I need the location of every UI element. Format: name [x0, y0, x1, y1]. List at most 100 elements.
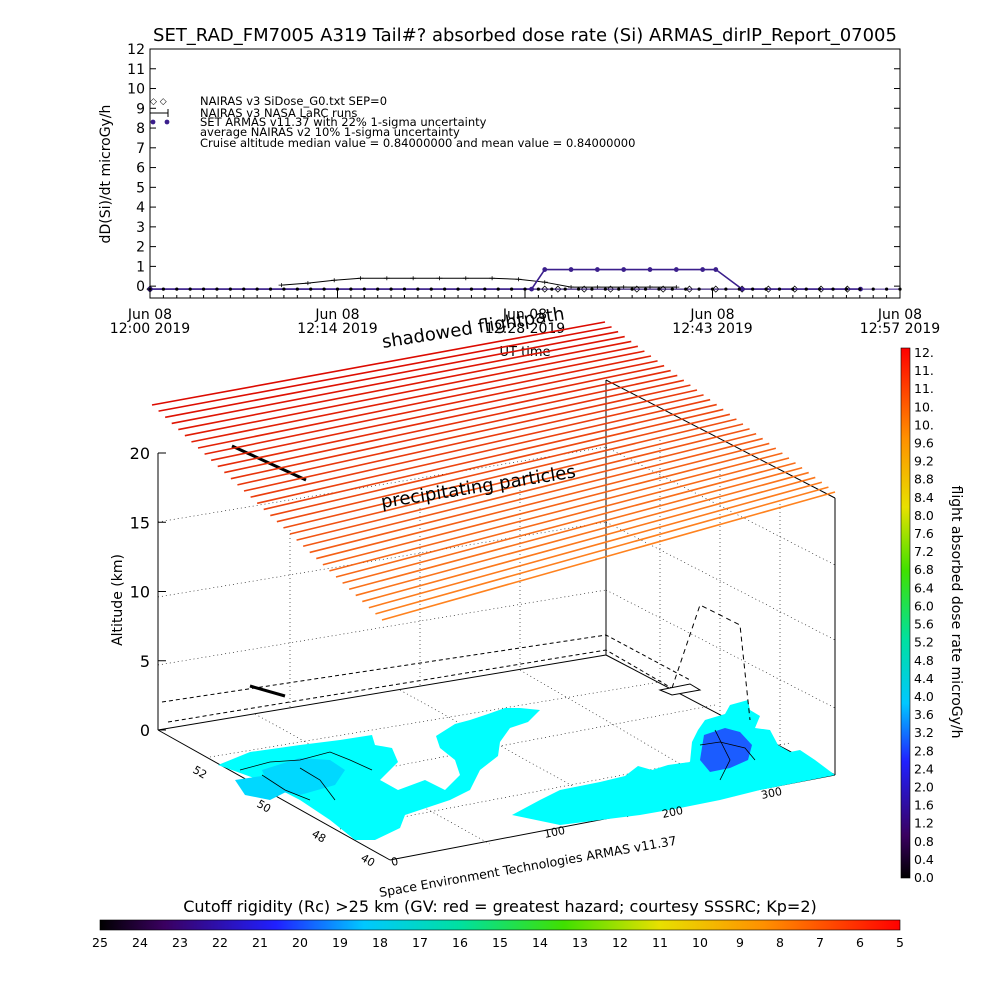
- particle-sheet-line: [151, 321, 606, 406]
- baseline-point: [255, 287, 259, 291]
- particle-sheet-line: [375, 486, 829, 615]
- lon-tick-100: 100: [543, 824, 566, 841]
- baseline-point: [362, 287, 366, 291]
- baseline-point: [510, 287, 514, 291]
- legend-marker-1: ◇ ◇: [150, 97, 167, 107]
- top-y-tick-label: 8: [136, 121, 145, 137]
- altitude-tick-label: 20: [130, 444, 150, 463]
- series-2-point: [541, 280, 548, 285]
- particle-sheet-line: [309, 437, 763, 554]
- baseline-point: [791, 287, 795, 291]
- particle-sheet-line: [210, 364, 665, 462]
- baseline-point: [268, 287, 273, 291]
- particle-sheet-line: [178, 340, 632, 431]
- particle-sheet-line: [322, 447, 777, 566]
- altitude-tick-label: 5: [140, 652, 150, 671]
- baseline-point: [536, 287, 540, 291]
- dose-tick-label: 5.6: [914, 617, 934, 632]
- baseline-point: [871, 287, 875, 291]
- top-y-tick-label: 10: [127, 82, 145, 98]
- baseline-point: [710, 287, 715, 291]
- baseline-point: [148, 287, 152, 291]
- altitude-tick-label: 15: [130, 513, 150, 532]
- baseline-point: [188, 287, 192, 291]
- series-3-point: [713, 267, 719, 272]
- series-2-point: [436, 276, 443, 281]
- particle-sheet-line: [237, 384, 691, 486]
- particle-sheet-line: [184, 345, 639, 437]
- series-line-2: [281, 277, 677, 288]
- baseline-point: [456, 287, 460, 291]
- dose-tick-label: 11.: [914, 363, 934, 378]
- top-x-tick-date: Jun 08: [502, 307, 547, 323]
- baseline-point: [858, 287, 862, 291]
- flight-segment: [249, 684, 286, 698]
- particle-sheet-line: [250, 394, 704, 498]
- dose-tick-label: 6.4: [914, 580, 934, 595]
- rigidity-tick-label: 15: [492, 935, 508, 950]
- dose-tick-label: 0.8: [914, 834, 934, 849]
- series-3-point: [621, 267, 627, 272]
- lat-ticks: 52 50 48 40: [191, 763, 378, 869]
- dose-tick-label: 7.2: [914, 544, 934, 559]
- series-3-point: [542, 267, 548, 272]
- flight-climb-dashed: [671, 604, 751, 721]
- credit-text: Space Environment Technologies ARMAS v11…: [378, 833, 678, 900]
- particle-sheet-line: [329, 452, 783, 572]
- particle-sheet-line: [171, 335, 625, 425]
- dose-tick-label: 0.4: [914, 852, 934, 867]
- lat-tick-52: 52: [191, 763, 210, 781]
- baseline-point: [242, 287, 246, 291]
- series-2-point: [383, 276, 390, 281]
- baseline-point: [737, 287, 741, 291]
- legend-entry-3: SET ARMAS v11.37 with 22% 1-sigma uncert…: [200, 115, 487, 129]
- baseline-point: [175, 287, 179, 291]
- map-land: [218, 700, 835, 840]
- baseline-point: [483, 287, 487, 291]
- rigidity-tick-label: 21: [252, 935, 268, 950]
- baseline-point: [215, 287, 219, 291]
- series-2-point: [568, 285, 575, 290]
- rigidity-tick-label: 8: [776, 935, 784, 950]
- particle-sheet-line: [355, 471, 809, 597]
- baseline-point: [724, 287, 728, 291]
- top-x-tick-time: 12:43 2019: [672, 321, 752, 337]
- baseline-point: [282, 287, 286, 291]
- baseline-point: [402, 287, 407, 291]
- lat-tick-40: 40: [359, 851, 378, 869]
- grid-lines: [157, 440, 836, 845]
- baseline-point: [885, 287, 889, 291]
- lon-tick-0: 0: [390, 855, 400, 869]
- particle-sheet-line: [217, 369, 671, 468]
- rigidity-tick-label: 22: [212, 935, 228, 950]
- dose-tick-label: 6.0: [914, 598, 934, 613]
- dose-tick-label: 2.8: [914, 743, 934, 758]
- dose-tick-label: 6.8: [914, 562, 934, 577]
- baseline-point: [201, 287, 206, 291]
- particle-sheet-line: [191, 350, 645, 443]
- series-1-point: [580, 285, 588, 293]
- particle-sheet-line: [197, 355, 652, 449]
- top-y-tick-label: 0: [136, 279, 145, 295]
- rigidity-tick-label: 7: [816, 935, 824, 950]
- baseline-point: [684, 287, 688, 291]
- baseline-point: [657, 287, 661, 291]
- top-y-tick-label: 5: [136, 180, 145, 196]
- baseline-point: [831, 287, 835, 291]
- baseline-point: [844, 287, 849, 291]
- flight-path-shadow-dashed: [161, 634, 691, 703]
- legend-entry-2: NAIRAS v3 NASA LaRC runs: [200, 106, 357, 120]
- series-1-point: [633, 285, 641, 293]
- baseline-point: [389, 287, 393, 291]
- series-3-point: [568, 267, 574, 272]
- top-y-tick-label: 1: [136, 259, 145, 275]
- baseline-point: [670, 287, 674, 291]
- series-1-point: [659, 285, 667, 293]
- top-x-tick-time: 12:14 2019: [297, 321, 377, 337]
- particle-sheet-line: [243, 389, 698, 492]
- particle-sheet-line: [381, 491, 836, 621]
- baseline-point: [322, 287, 326, 291]
- baseline-point: [161, 287, 165, 291]
- rigidity-tick-label: 12: [612, 935, 628, 950]
- rigidity-tick-label: 5: [896, 935, 904, 950]
